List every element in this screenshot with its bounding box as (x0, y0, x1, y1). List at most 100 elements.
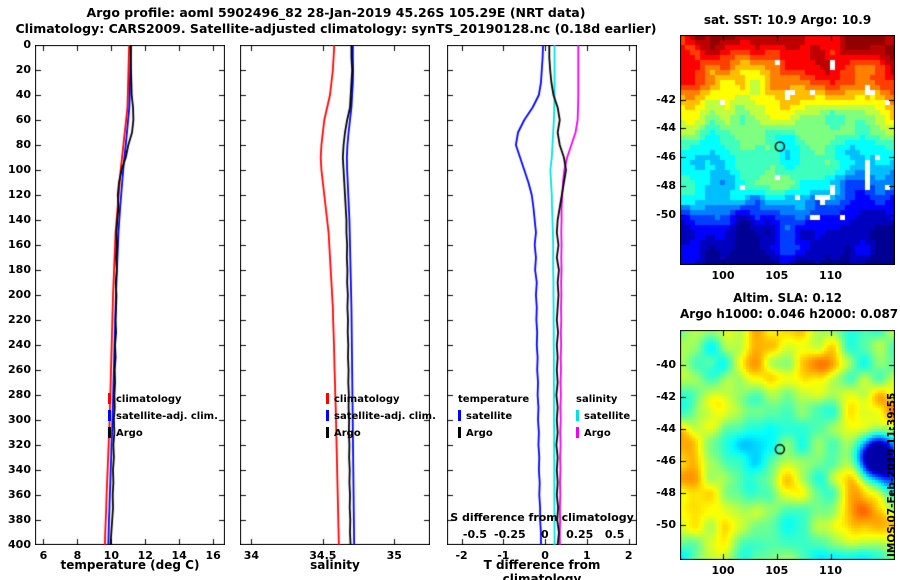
x-tick-label: 12 (137, 549, 153, 562)
sst-map (680, 35, 895, 265)
sla-map-title: Altim. SLA: 0.12 (733, 291, 842, 305)
x-tick-label: 34 (243, 549, 260, 562)
y-tick-label: 200 (8, 288, 31, 301)
map-y-tick-label: -42 (656, 390, 676, 404)
sla-map (680, 330, 895, 560)
legend-item: climatology (326, 391, 436, 408)
y-tick-label: 360 (8, 488, 31, 501)
map-y-tick-label: -44 (656, 422, 676, 436)
y-tick-label: 380 (8, 513, 31, 526)
legend-label: satellite (584, 411, 631, 422)
legend-label: satellite-adj. clim. (334, 411, 436, 422)
satellite-clim-line-swatch (108, 410, 111, 421)
satellite-clim-line-swatch (326, 410, 329, 421)
temperature-legend: climatology satellite-adj. clim. Argo (108, 391, 218, 442)
s-difference-axis-label: S difference from climatology (450, 511, 634, 524)
y-tick-label: 60 (15, 113, 31, 126)
figure-title-line2: Climatology: CARS2009. Satellite-adjuste… (15, 21, 657, 36)
map-y-tick-label: -46 (656, 453, 676, 467)
x-tick-label: 1 (583, 549, 591, 562)
y-tick-label: 260 (8, 363, 31, 376)
y-tick-label: 300 (8, 413, 31, 426)
legend-label: Argo (584, 428, 611, 439)
map-y-tick-label: -48 (656, 485, 676, 499)
legend-label: Argo (334, 428, 361, 439)
map-x-tick-label: 100 (711, 269, 735, 282)
s-tick-label: 0.25 (566, 528, 594, 541)
map-y-tick-label: -42 (656, 92, 676, 106)
t-difference-legend: temperature satellite Argo (458, 391, 529, 442)
figure-title-line1: Argo profile: aoml 5902496_82 28-Jan-201… (86, 5, 586, 20)
x-tick-label: -2 (455, 549, 468, 562)
legend-label: Argo (116, 428, 143, 439)
legend-item: satellite (576, 408, 630, 425)
s-satellite-line-swatch (576, 410, 579, 421)
x-tick-label: 8 (73, 549, 82, 562)
legend-header: temperature (458, 394, 530, 405)
t-difference-axis-label: T difference from climatology (483, 558, 601, 580)
map-y-tick-label: -50 (656, 517, 676, 531)
legend-label: satellite-adj. clim. (116, 411, 218, 422)
y-tick-label: 140 (8, 213, 31, 226)
argo-line-swatch (326, 427, 329, 438)
legend-label: Argo (466, 428, 493, 439)
x-tick-label: 0 (541, 549, 549, 562)
legend-label: satellite (466, 411, 513, 422)
sst-map-title: sat. SST: 10.9 Argo: 10.9 (703, 13, 872, 27)
legend-item: climatology (108, 391, 218, 408)
argo-line-swatch (108, 427, 111, 438)
sla-map-subtitle: Argo h1000: 0.046 h2000: 0.087 (680, 307, 899, 321)
climatology-line-swatch (326, 393, 329, 404)
legend-header: salinity (576, 394, 618, 405)
x-tick-label: 2 (624, 549, 633, 562)
map-x-tick-label: 100 (711, 564, 735, 577)
s-difference-legend: salinity satellite Argo (576, 391, 630, 442)
y-tick-label: 400 (8, 538, 31, 551)
t-argo-line-swatch (458, 427, 461, 438)
legend-item: Argo (576, 425, 630, 442)
s-tick-label: -0.5 (462, 528, 487, 541)
y-tick-label: 100 (8, 163, 31, 176)
map-y-tick-label: -50 (656, 207, 676, 221)
x-tick-label: 10 (103, 549, 119, 562)
map-y-tick-label: -46 (656, 150, 676, 164)
y-tick-label: 160 (8, 238, 31, 251)
y-tick-label: 280 (8, 388, 31, 401)
difference-profile-plot (447, 45, 637, 545)
s-argo-line-swatch (576, 427, 579, 438)
map-x-tick-label: 110 (819, 269, 842, 282)
y-tick-label: 220 (8, 313, 31, 326)
y-tick-label: 180 (8, 263, 31, 276)
map-x-tick-label: 105 (765, 564, 789, 577)
y-tick-label: 40 (15, 88, 31, 101)
temperature-profile-plot (35, 45, 225, 545)
climatology-line-swatch (108, 393, 111, 404)
s-tick-label: 0.5 (604, 528, 625, 541)
x-tick-label: 6 (39, 549, 48, 562)
x-tick-label: 35 (386, 549, 402, 562)
y-tick-label: 320 (8, 438, 31, 451)
y-tick-label: 80 (15, 138, 31, 151)
map-y-tick-label: -48 (656, 178, 676, 192)
salinity-profile-plot (240, 45, 430, 545)
imos-timestamp-watermark: IMOS 07-Feb-2019 11:39:55 (886, 392, 898, 557)
temperature-axis-label: temperature (deg C) (60, 558, 200, 572)
t-satellite-line-swatch (458, 410, 461, 421)
salinity-axis-label: salinity (310, 558, 360, 572)
legend-item: Argo (458, 425, 529, 442)
x-tick-label: 16 (205, 549, 221, 562)
legend-label: climatology (116, 394, 182, 405)
y-tick-label: 20 (15, 63, 31, 76)
y-tick-label: 240 (8, 338, 31, 351)
y-tick-label: 120 (8, 188, 31, 201)
legend-label: climatology (334, 394, 400, 405)
map-x-tick-label: 105 (765, 269, 789, 282)
legend-item: satellite (458, 408, 529, 425)
salinity-legend: climatology satellite-adj. clim. Argo (326, 391, 436, 442)
legend-item: satellite-adj. clim. (326, 408, 436, 425)
map-x-tick-label: 110 (819, 564, 842, 577)
x-tick-label: 34.5 (309, 549, 337, 562)
y-tick-label: 340 (8, 463, 31, 476)
s-tick-label: -0.25 (494, 528, 526, 541)
